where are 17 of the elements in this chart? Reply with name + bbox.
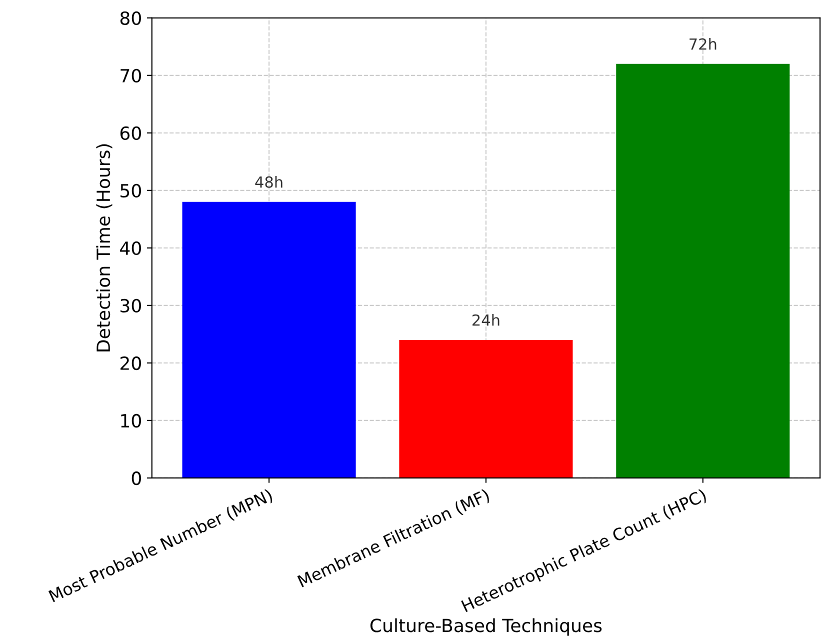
y-tick-label: 20 <box>120 356 141 370</box>
data-label: 72h <box>690 38 716 50</box>
y-tick-label: 30 <box>120 298 141 313</box>
y-tick-label: 60 <box>120 126 141 140</box>
y-tick-label: 10 <box>121 414 141 428</box>
x-axis-title: Culture-Based Techniques <box>370 618 602 636</box>
data-label: 48h <box>255 176 282 188</box>
y-tick-label: 80 <box>120 11 141 26</box>
y-tick-label: 0 <box>132 471 141 486</box>
y-tick-label: 50 <box>120 184 141 198</box>
bar <box>616 64 790 478</box>
y-axis-title: Detection Time (Hours) <box>96 144 112 352</box>
y-tick-label: 70 <box>120 68 141 83</box>
data-label: 24h <box>472 314 500 326</box>
bar <box>399 340 573 478</box>
bar <box>182 202 356 478</box>
y-tick-label: 40 <box>120 241 141 256</box>
